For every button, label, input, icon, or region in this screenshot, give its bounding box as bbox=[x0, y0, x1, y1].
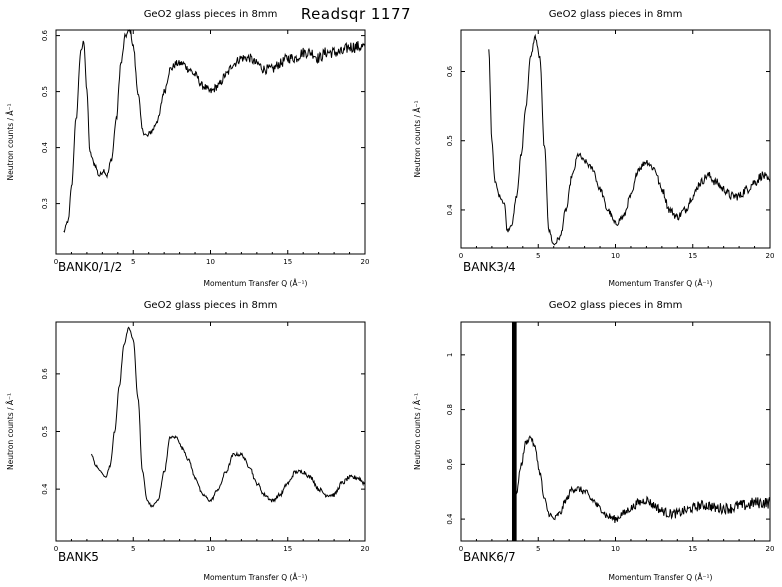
x-axis-label: Momentum Transfer Q (Å⁻¹) bbox=[204, 573, 308, 582]
chart-panel-1: GeO2 glass pieces in 8mm 0 5 10 15 20 0.3 0.4 0.… bbox=[6, 9, 369, 288]
x-tick-label: 5 bbox=[131, 258, 135, 266]
y-tick-label: 0.6 bbox=[446, 65, 454, 77]
chart-panel-2: GeO2 glass pieces in 8mm 0 5 10 15 20 0.4 0.5 0.… bbox=[413, 9, 774, 288]
x-tick-label: 0 bbox=[54, 545, 58, 553]
bank-label: BANK5 bbox=[58, 550, 99, 564]
x-tick-label: 10 bbox=[611, 252, 620, 260]
x-tick-label: 15 bbox=[688, 252, 697, 260]
y-axis-label: Neutron counts / Å⁻¹ bbox=[413, 100, 422, 177]
y-tick-label: 0.5 bbox=[41, 426, 49, 437]
x-axis-label: Momentum Transfer Q (Å⁻¹) bbox=[204, 279, 308, 288]
panel-title: GeO2 glass pieces in 8mm bbox=[144, 9, 278, 20]
series-line bbox=[511, 435, 771, 523]
y-tick-label: 1 bbox=[446, 353, 454, 357]
y-axis-label: Neutron counts / Å⁻¹ bbox=[413, 393, 422, 470]
x-tick-label: 20 bbox=[766, 545, 775, 553]
series-line bbox=[488, 33, 771, 246]
x-tick-label: 15 bbox=[283, 545, 292, 553]
panel-title: GeO2 glass pieces in 8mm bbox=[549, 9, 683, 20]
x-tick-label: 5 bbox=[536, 252, 540, 260]
x-tick-label: 10 bbox=[206, 258, 215, 266]
x-tick-label: 0 bbox=[459, 545, 463, 553]
y-tick-label: 0.4 bbox=[41, 141, 49, 153]
x-tick-label: 5 bbox=[131, 545, 135, 553]
spike-band bbox=[511, 322, 517, 541]
x-tick-label: 10 bbox=[611, 545, 620, 553]
main-title: Readsqr 1177 bbox=[301, 5, 411, 23]
panel-title: GeO2 glass pieces in 8mm bbox=[549, 300, 683, 311]
y-tick-label: 0.8 bbox=[446, 404, 454, 415]
y-tick-label: 0.3 bbox=[41, 198, 49, 209]
y-tick-label: 0.5 bbox=[41, 86, 49, 97]
y-tick-label: 0.4 bbox=[446, 513, 454, 525]
x-tick-label: 20 bbox=[766, 252, 775, 260]
plot-frame bbox=[55, 29, 366, 255]
chart-panel-3: GeO2 glass pieces in 8mm 0 5 10 15 20 0.4 0.5 0.… bbox=[6, 300, 369, 582]
x-tick-label: 20 bbox=[361, 545, 370, 553]
plot-frame bbox=[55, 321, 366, 542]
y-axis-label: Neutron counts / Å⁻¹ bbox=[6, 393, 15, 470]
y-tick-label: 0.6 bbox=[41, 368, 49, 380]
chart-panel-4: GeO2 glass pieces in 8mm 0 5 10 15 20 0.4 0.6 0.… bbox=[413, 300, 774, 582]
y-tick-label: 0.5 bbox=[446, 135, 454, 146]
bank-label: BANK6/7 bbox=[463, 550, 516, 564]
bank-label: BANK0/1/2 bbox=[58, 260, 122, 274]
y-tick-label: 0.4 bbox=[446, 204, 454, 216]
x-tick-label: 15 bbox=[283, 258, 292, 266]
plot-frame bbox=[460, 29, 771, 249]
panel-title: GeO2 glass pieces in 8mm bbox=[144, 300, 278, 311]
x-axis-label: Momentum Transfer Q (Å⁻¹) bbox=[609, 573, 713, 582]
x-tick-label: 0 bbox=[459, 252, 463, 260]
y-tick-label: 0.6 bbox=[446, 458, 454, 470]
x-axis-label: Momentum Transfer Q (Å⁻¹) bbox=[609, 279, 713, 288]
x-tick-label: 0 bbox=[54, 258, 58, 266]
x-tick-label: 5 bbox=[536, 545, 540, 553]
y-tick-label: 0.4 bbox=[41, 483, 49, 495]
series-line bbox=[63, 29, 366, 233]
x-tick-label: 15 bbox=[688, 545, 697, 553]
y-axis-label: Neutron counts / Å⁻¹ bbox=[6, 103, 15, 180]
series-line bbox=[91, 326, 366, 508]
bank-label: BANK3/4 bbox=[463, 260, 516, 274]
x-tick-label: 20 bbox=[361, 258, 370, 266]
x-tick-label: 10 bbox=[206, 545, 215, 553]
y-tick-label: 0.6 bbox=[41, 29, 49, 41]
